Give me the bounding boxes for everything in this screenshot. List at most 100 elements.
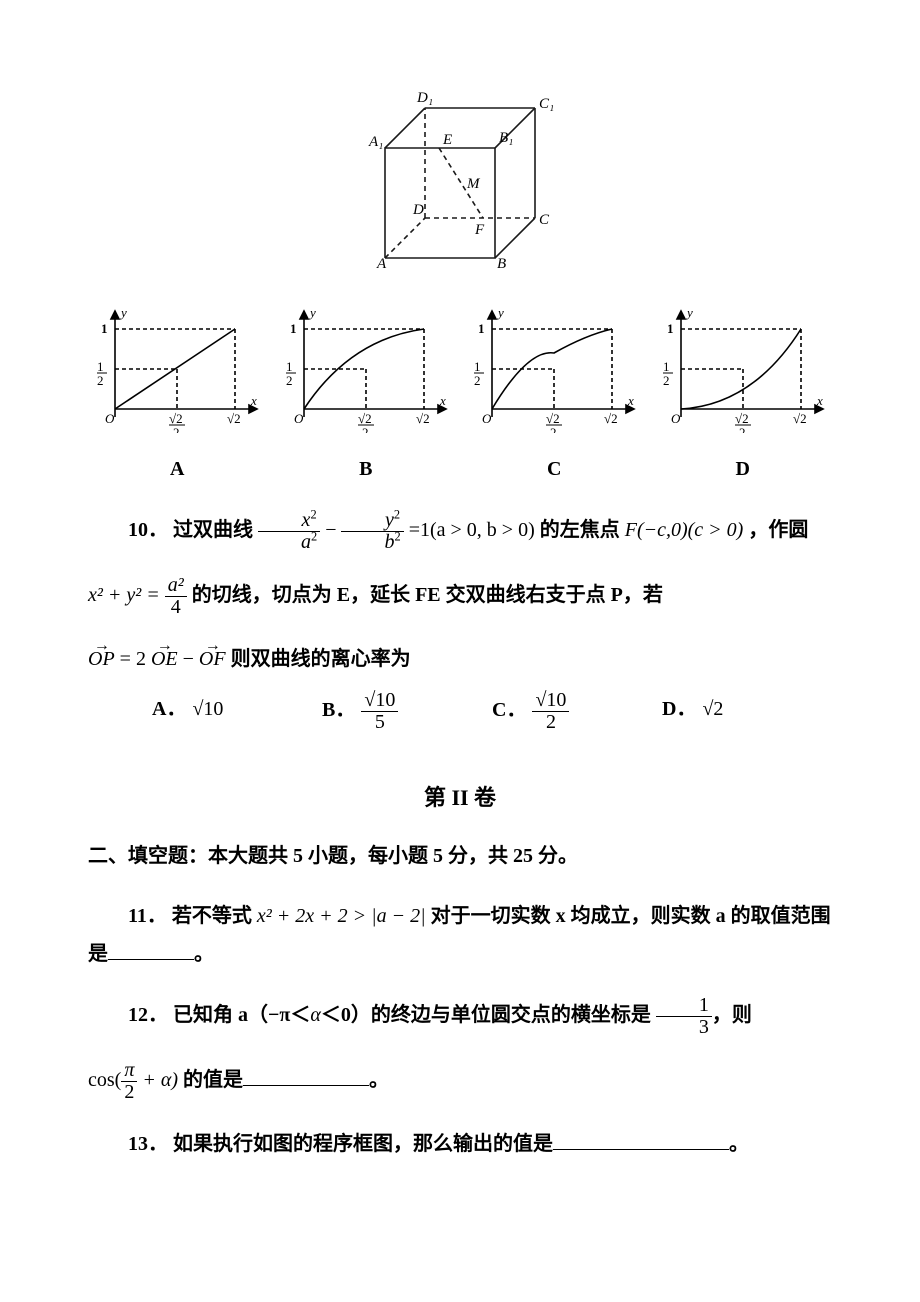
q10-opt-D: D． √2 (662, 690, 832, 733)
q10-cond: =1(a > 0, b > 0) (409, 519, 535, 541)
svg-text:x: x (250, 393, 257, 408)
svg-text:1: 1 (478, 321, 485, 336)
svg-text:√2: √2 (735, 411, 749, 426)
svg-text:1: 1 (286, 359, 293, 374)
svg-text:1: 1 (101, 321, 108, 336)
cube-svg: A B C D A₁ B₁ C₁ D₁ E F M (355, 88, 565, 268)
q10-C-bot: 2 (532, 711, 569, 733)
q13-period: 。 (729, 1133, 749, 1155)
lbl-A: A (376, 256, 387, 268)
lbl-B: B (497, 256, 506, 268)
q11-t1: 若不等式 (172, 905, 252, 927)
svg-text:O: O (105, 411, 115, 426)
svg-text:√2: √2 (793, 411, 807, 426)
lbl-D1: D₁ (416, 90, 433, 106)
q13-t1: 如果执行如图的程序框图，那么输出的值是 (173, 1133, 553, 1155)
q12-alpha: α (310, 1004, 321, 1026)
q10-circle-lhs: x² + y² = (88, 584, 160, 606)
q10-opt-B: B． √105 (322, 690, 492, 733)
plot-label-D: D (653, 450, 832, 488)
svg-text:√2: √2 (358, 411, 372, 426)
svg-text:y: y (685, 305, 693, 320)
svg-text:O: O (294, 411, 304, 426)
svg-text:y: y (119, 305, 127, 320)
vec-eq: = 2 (120, 648, 146, 670)
q12-cos-top: π (121, 1060, 137, 1081)
question-11: 11． 若不等式 x² + 2x + 2 > |a − 2| 对于一切实数 x … (88, 897, 832, 973)
plot-A: 1 1 2 O √2 2 √2 x y (91, 305, 263, 433)
q10-B-lbl: B． (322, 699, 355, 721)
svg-text:y: y (308, 305, 316, 320)
q12-frac-bot: 3 (656, 1016, 712, 1038)
svg-text:√2: √2 (169, 411, 183, 426)
q12-t4: 的值是 (183, 1069, 243, 1091)
q10-B-top: √10 (361, 690, 398, 711)
svg-text:2: 2 (739, 425, 746, 433)
svg-text:2: 2 (97, 373, 104, 388)
cube-figure: A B C D A₁ B₁ C₁ D₁ E F M (88, 88, 832, 281)
q10-opt-A: A． √10 (152, 690, 322, 733)
question-12: 12． 已知角 a（−π＜α＜0）的终边与单位圆交点的横坐标是 13，则 (88, 995, 832, 1038)
section-2-title: 第 II 卷 (88, 777, 832, 819)
svg-text:O: O (671, 411, 681, 426)
lbl-D: D (412, 202, 424, 218)
svg-text:O: O (482, 411, 492, 426)
q10-D-val: √2 (702, 698, 723, 720)
svg-text:2: 2 (550, 425, 557, 433)
svg-text:x: x (816, 393, 823, 408)
q10-circ-bot: 4 (165, 596, 187, 618)
q12-period: 。 (369, 1069, 389, 1091)
q10-b: b (384, 531, 394, 553)
question-10-line3: →OP = 2 →OE − →OF 则双曲线的离心率为 (88, 640, 832, 678)
q13-num: 13． (128, 1133, 168, 1155)
q12-cos-post: + α) (137, 1069, 178, 1091)
q10-B-bot: 5 (361, 711, 398, 733)
svg-text:2: 2 (362, 425, 369, 433)
plot-C: 1 1 2 O √2 2 √2 x y (468, 305, 640, 433)
q12-cos-pre: cos( (88, 1069, 121, 1091)
lbl-B1: B₁ (499, 130, 513, 146)
q10-mid1: 的左焦点 (540, 519, 620, 541)
lbl-A1: A₁ (368, 134, 383, 150)
svg-text:1: 1 (290, 321, 297, 336)
q10-C-lbl: C． (492, 699, 526, 721)
q12-num: 12． (128, 1004, 168, 1026)
q10-choices: A．√10 B．√105 C．√102 D．√2 (88, 690, 832, 733)
q10-y: y (385, 509, 394, 531)
q12-cos-bot: 2 (121, 1081, 137, 1103)
plot-label-B: B (276, 450, 455, 488)
question-12-line2: cos(π2 + α) 的值是 。 (88, 1060, 832, 1103)
svg-text:1: 1 (474, 359, 481, 374)
svg-text:√2: √2 (546, 411, 560, 426)
svg-text:1: 1 (663, 359, 670, 374)
q10-D-lbl: D． (662, 698, 696, 720)
q11-blank (108, 941, 194, 960)
lbl-C: C (539, 212, 550, 228)
lbl-E: E (442, 132, 452, 148)
question-10: 10． 过双曲线 x2a2 − y2b2 =1(a > 0, b > 0) 的左… (88, 510, 832, 553)
svg-text:√2: √2 (227, 411, 241, 426)
svg-text:2: 2 (663, 373, 670, 388)
q10-pre: 过双曲线 (173, 519, 253, 541)
q10-A-lbl: A． (152, 698, 186, 720)
q12-frac-top: 1 (656, 995, 712, 1016)
svg-text:y: y (496, 305, 504, 320)
lbl-F: F (474, 222, 485, 238)
svg-text:1: 1 (667, 321, 674, 336)
plot-D: 1 1 2 O √2 2 √2 x y (657, 305, 829, 433)
q11-num: 11． (128, 905, 167, 927)
mini-plot-row: 1 1 2 O √2 2 √2 x y A (88, 305, 832, 488)
svg-text:√2: √2 (416, 411, 430, 426)
plot-label-C: C (465, 450, 644, 488)
vec-minus: − (183, 648, 199, 670)
svg-text:2: 2 (474, 373, 481, 388)
q10-C-top: √10 (532, 690, 569, 711)
q10-opt-C: C． √102 (492, 690, 662, 733)
q10-A-val: √10 (192, 698, 223, 720)
q12-t1: 已知角 a（−π＜ (173, 1004, 310, 1026)
q12-t3: ，则 (712, 1004, 752, 1026)
svg-text:2: 2 (173, 425, 180, 433)
question-10-line2: x² + y² = a²4 的切线，切点为 E，延长 FE 交双曲线右支于点 P… (88, 575, 832, 618)
plot-B: 1 1 2 O √2 2 √2 x y (280, 305, 452, 433)
svg-text:√2: √2 (604, 411, 618, 426)
